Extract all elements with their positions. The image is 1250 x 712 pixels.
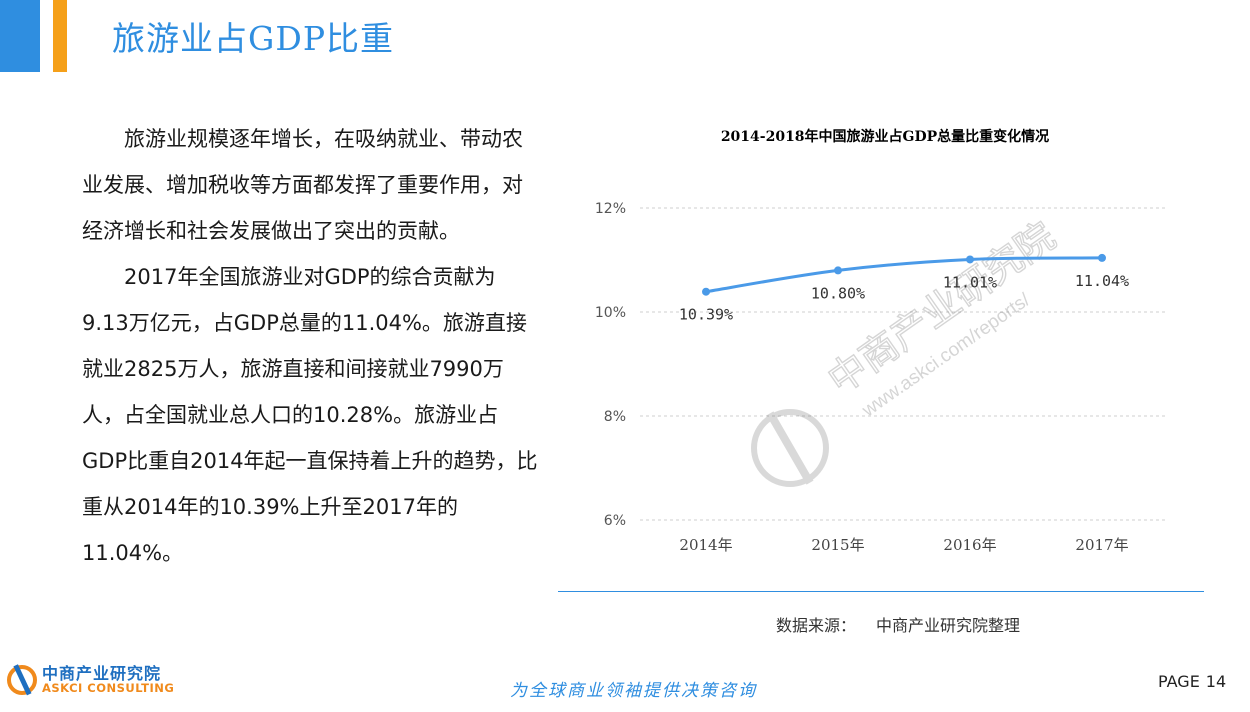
watermark-logo-icon — [751, 409, 829, 487]
body-text: 旅游业规模逐年增长，在吸纳就业、带动农业发展、增加税收等方面都发挥了重要作用，对… — [82, 116, 542, 576]
page-label: PAGE — [1158, 672, 1200, 691]
data-label: 11.01% — [943, 273, 997, 291]
data-source: 数据来源： 中商产业研究院整理 — [776, 612, 1020, 636]
data-label: 11.04% — [1075, 272, 1129, 290]
y-tick-label: 12% — [595, 201, 626, 217]
line-chart: 中商产业研究院 www.askci.com/reports/ 6% 8% 10% 12… — [595, 201, 1168, 554]
x-tick-label: 2016年 — [943, 536, 996, 554]
data-point — [834, 266, 842, 275]
data-labels: 10.39% 10.80% 11.01% 11.04% — [679, 272, 1129, 324]
source-value: 中商产业研究院整理 — [876, 616, 1021, 635]
y-tick-label: 6% — [604, 513, 626, 529]
y-tick-label: 10% — [595, 305, 626, 321]
x-tick-label: 2017年 — [1075, 536, 1128, 554]
chart-grid — [640, 207, 1168, 521]
header-accent-blue — [0, 0, 40, 72]
y-tick-label: 8% — [604, 409, 626, 425]
data-points — [702, 253, 1106, 296]
page-title: 旅游业占GDP比重 — [112, 19, 395, 58]
x-tick-label: 2015年 — [811, 536, 864, 554]
chart-title: 2014-2018年中国旅游业占GDP总量比重变化情况 — [720, 129, 1050, 145]
y-axis: 6% 8% 10% 12% — [595, 201, 626, 529]
data-point — [966, 255, 974, 264]
header-accent-orange — [53, 0, 67, 72]
source-divider — [558, 591, 1204, 592]
paragraph-stats: 2017年全国旅游业对GDP的综合贡献为9.13万亿元，占GDP总量的11.04… — [82, 265, 538, 565]
source-label: 数据来源： — [776, 616, 857, 635]
footer-slogan: 为全球商业领袖提供决策咨询 — [510, 681, 757, 701]
series-line — [704, 256, 1104, 294]
data-point — [1098, 253, 1106, 262]
x-axis: 2014年 2015年 2016年 2017年 — [679, 536, 1128, 554]
logo-mark-icon — [7, 664, 37, 696]
x-tick-label: 2014年 — [679, 536, 732, 554]
logo-cn-text: 中商产业研究院 — [42, 664, 162, 683]
data-point — [702, 287, 710, 296]
page-number-value: 14 — [1205, 672, 1227, 691]
paragraph-scale: 旅游业规模逐年增长，在吸纳就业、带动农业发展、增加税收等方面都发挥了重要作用，对… — [82, 127, 523, 243]
page-number: PAGE 14 — [1158, 672, 1226, 691]
company-logo: 中商产业研究院 ASKCI CONSULTING — [6, 660, 176, 702]
data-label: 10.39% — [679, 306, 733, 324]
data-label: 10.80% — [811, 284, 865, 302]
logo-en-text: ASKCI CONSULTING — [42, 681, 175, 695]
watermark: 中商产业研究院 www.askci.com/reports/ — [751, 215, 1064, 487]
